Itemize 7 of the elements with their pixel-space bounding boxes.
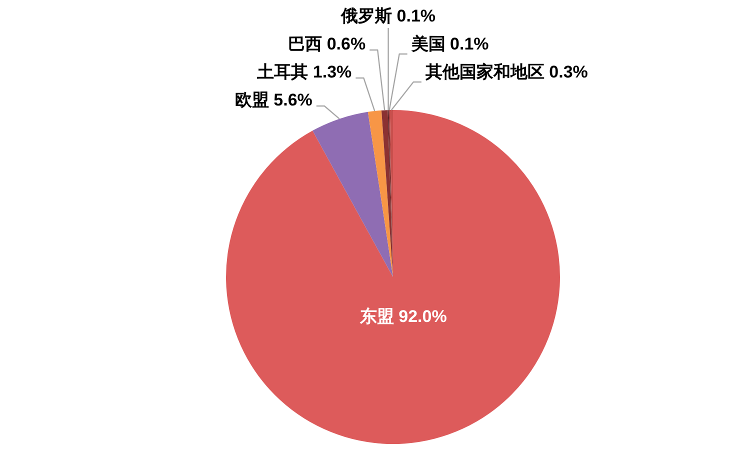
slice-label: 土耳其 1.3% xyxy=(256,62,352,82)
slice-label: 巴西 0.6% xyxy=(288,34,366,54)
slice-label: 美国 0.1% xyxy=(410,34,489,54)
slice-label: 欧盟 5.6% xyxy=(234,90,312,110)
slice-label: 其他国家和地区 0.3% xyxy=(424,62,588,82)
slice-label: 东盟 92.0% xyxy=(358,307,447,326)
slice-label: 俄罗斯 0.1% xyxy=(340,6,436,26)
